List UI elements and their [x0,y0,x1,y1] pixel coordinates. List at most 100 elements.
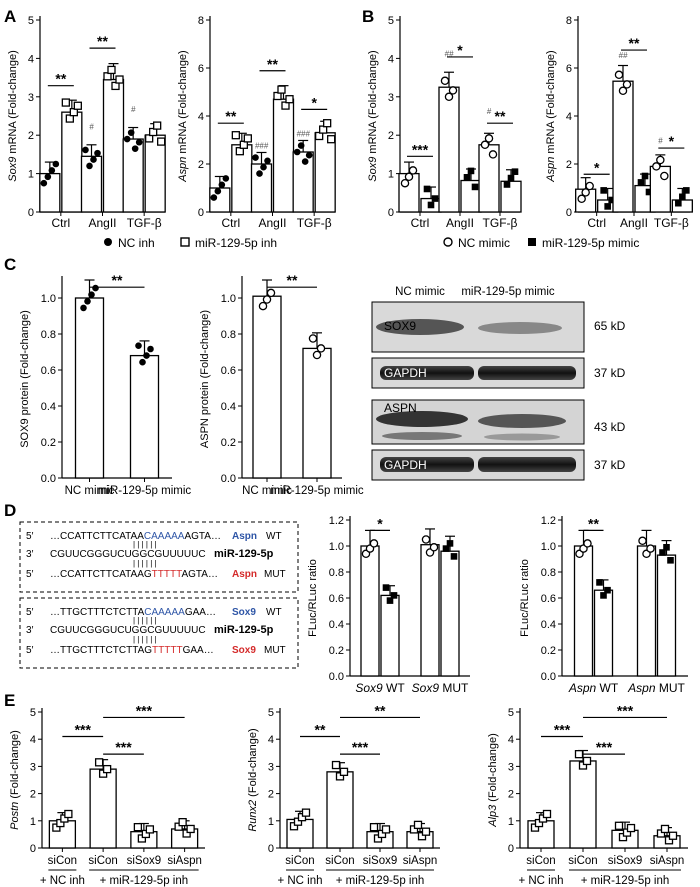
y-tick-label: 2 [388,130,394,142]
data-point [131,145,139,152]
y-tick-label: 1.2 [329,515,344,527]
seq-mir-1: CGUUCGGGUCUGGCGUUUUUC [50,549,206,560]
data-point [327,135,336,144]
seq-prime-4: 5′ [26,607,34,618]
data-point [667,557,674,564]
chart-c2: 0.0 0.2 0.4 0.6 0.8 1.0 ASPN protein (Fold-cha… [199,272,364,497]
x-tick-label: AngII [258,216,286,230]
y-axis-label: FLuc/RLuc ratio [519,559,531,637]
data-point [386,597,394,604]
data-point [626,823,636,833]
y-tick-label: 4 [30,734,36,746]
y-axis-label: Runx2 (Fold-change) [247,728,259,831]
y-tick-label: 1.0 [541,541,556,553]
data-point [44,173,52,181]
blot-kd-sox9: 65 kD [594,319,626,333]
hash-label: # [487,107,492,116]
y-tick-label: 3 [508,761,514,773]
y-tick-label: 0.4 [329,619,344,631]
panel-label-d: D [4,501,16,520]
data-point [542,809,552,819]
data-point [107,65,116,75]
y-tick-label: 0 [28,207,34,219]
data-point [369,822,379,832]
significance-label: *** [554,721,571,737]
data-point [488,150,498,159]
group-label: + NC inh [518,875,563,887]
y-tick-label: 0 [30,843,36,855]
hash-label: ### [296,130,310,139]
x-tick-label: Sox9 WT [355,681,405,695]
hash-label: ## [445,49,454,58]
x-tick-label: siAspn [167,855,202,867]
y-tick-label: 0 [198,207,204,219]
data-point [444,92,454,102]
bar [438,86,460,213]
bar [593,589,614,677]
legend-a-square [180,237,190,247]
legend-b: NC mimic miR-129-5p mimic [443,236,639,250]
y-tick-label: 2 [566,159,572,171]
y-tick-label: 5 [388,15,394,27]
band-gapdh1-2 [478,366,576,380]
data-point [577,194,586,204]
group-label: + NC inh [40,875,85,887]
bar [440,550,460,677]
data-point [301,158,309,165]
data-point [262,295,272,304]
x-tick-label: siCon [325,855,354,867]
data-point [133,822,143,832]
data-point [600,187,607,194]
data-point [668,831,678,840]
seq-aspn-wt: …CCATTCTTCATAACAAAAAAGTA… [50,531,221,542]
y-tick-label: 1 [28,169,34,181]
seq-gene-sox9-mut: Sox9 [232,645,256,656]
western-blot: NC mimic miR-129-5p mimic SOX9 65 kD GAP… [371,286,626,481]
y-axis-label: ASPN protein (Fold-change) [199,310,211,448]
y-tick-label: 0.6 [221,365,236,377]
x-tick-label: siCon [285,855,314,867]
y-axis-label: Alp3 (Fold-change) [487,733,499,828]
y-tick-label: 3 [30,761,36,773]
data-point [214,187,222,195]
data-point [256,170,263,177]
data-point [381,825,391,834]
data-point [82,146,89,154]
band-aspn-1b [382,432,462,440]
x-tick-label: AngII [620,216,648,230]
hash-label: ## [619,51,628,60]
band-gapdh2-2 [478,457,576,472]
seq-gene-aspn-mut: Aspn [232,569,257,580]
data-point [331,760,341,770]
y-axis-label: Sox9 mRNA (Fold-change) [7,50,19,181]
blot-label-aspn: ASPN [384,401,417,415]
y-tick-label: 1 [388,169,394,181]
y-tick-label: 0.0 [329,671,344,683]
seq-box-aspn [19,521,299,593]
seq-prime-6: 5′ [26,645,34,656]
y-tick-label: 0.0 [221,473,236,485]
data-point [186,824,195,834]
data-point [305,151,313,159]
y-tick-label: 0 [566,207,572,219]
blot-label-sox9: SOX9 [384,319,416,333]
data-point [638,536,647,546]
legend-a: NC inh miR-129-5p inh [104,236,277,250]
y-tick-label: 8 [198,15,204,27]
y-tick-label: 0 [508,843,514,855]
data-point [608,196,615,204]
group-label: + miR-129-5p inh [581,875,670,887]
y-tick-label: 1.0 [329,541,344,553]
y-tick-label: 4 [268,734,274,746]
seq-sox9-mut: …TTGCTTTCTCTTAGTTTTTGAA… [50,645,214,656]
data-point [448,86,458,95]
bar [102,78,125,213]
data-point [583,539,592,548]
panel-label-b: B [362,7,374,26]
y-tick-label: 1.2 [541,515,556,527]
data-point [614,70,624,80]
data-point [660,171,669,181]
y-tick-label: 5 [28,15,34,27]
